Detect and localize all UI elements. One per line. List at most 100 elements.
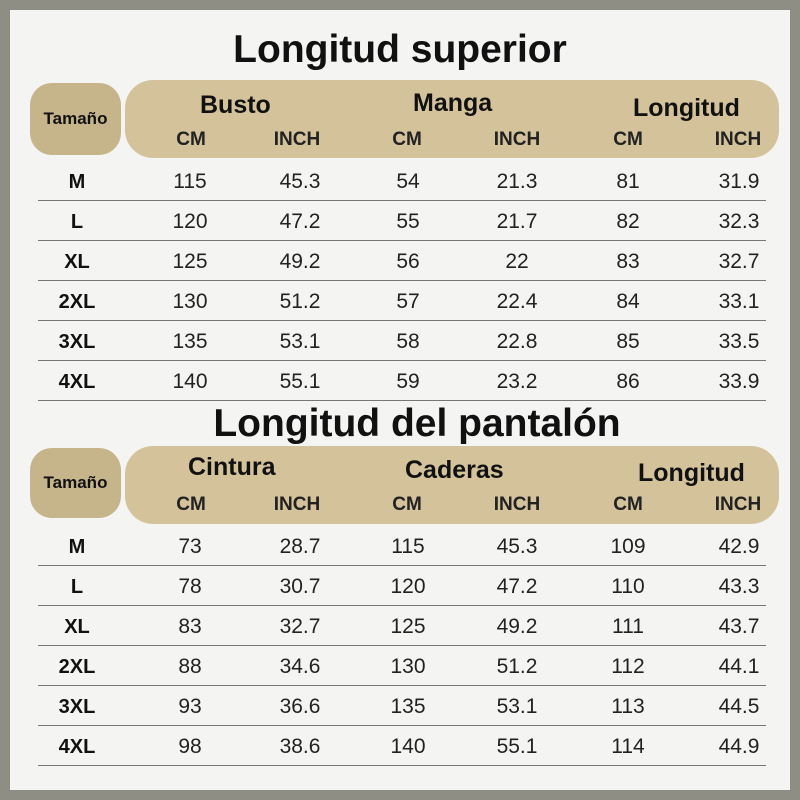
size-cell: M bbox=[68, 536, 86, 558]
value-cell: 44.1 bbox=[718, 655, 760, 678]
size-cell: 3XL bbox=[58, 331, 96, 353]
row-divider bbox=[38, 200, 766, 201]
value-cell: 109 bbox=[610, 535, 646, 558]
value-cell: 22 bbox=[505, 250, 529, 273]
value-cell: 110 bbox=[611, 575, 645, 598]
unit-header: CM bbox=[392, 494, 422, 515]
row-divider bbox=[38, 645, 766, 646]
size-cell: M bbox=[68, 171, 86, 193]
value-cell: 113 bbox=[611, 695, 645, 718]
value-cell: 88 bbox=[178, 655, 202, 678]
size-cell: 2XL bbox=[58, 656, 96, 678]
row-divider bbox=[38, 360, 766, 361]
size-cell: L bbox=[70, 576, 84, 598]
value-cell: 53.1 bbox=[279, 330, 321, 353]
value-cell: 54 bbox=[396, 170, 420, 193]
unit-header: CM bbox=[392, 129, 422, 150]
value-cell: 32.7 bbox=[718, 250, 760, 273]
value-cell: 98 bbox=[178, 735, 202, 758]
group-header-waist: Cintura bbox=[188, 453, 276, 481]
unit-header: CM bbox=[176, 129, 206, 150]
value-cell: 83 bbox=[178, 615, 202, 638]
value-cell: 53.1 bbox=[496, 695, 538, 718]
value-cell: 114 bbox=[611, 735, 645, 758]
size-header: Tamaño bbox=[30, 448, 121, 518]
value-cell: 120 bbox=[172, 210, 208, 233]
value-cell: 82 bbox=[616, 210, 640, 233]
value-cell: 51.2 bbox=[279, 290, 321, 313]
measurement-header bbox=[125, 80, 779, 158]
unit-header: INCH bbox=[493, 129, 541, 150]
value-cell: 135 bbox=[390, 695, 426, 718]
value-cell: 86 bbox=[616, 370, 640, 393]
table-row: M 115 45.3 54 21.3 81 31.9 bbox=[0, 163, 800, 201]
row-divider bbox=[38, 565, 766, 566]
value-cell: 58 bbox=[396, 330, 420, 353]
value-cell: 130 bbox=[172, 290, 208, 313]
size-cell: 3XL bbox=[58, 696, 96, 718]
value-cell: 111 bbox=[612, 615, 644, 638]
size-cell: 4XL bbox=[58, 736, 96, 758]
unit-header: CM bbox=[613, 129, 643, 150]
unit-header: INCH bbox=[714, 129, 762, 150]
unit-header: INCH bbox=[273, 129, 321, 150]
value-cell: 120 bbox=[390, 575, 426, 598]
row-divider bbox=[38, 765, 766, 766]
group-header-length: Longitud bbox=[633, 94, 740, 122]
value-cell: 23.2 bbox=[496, 370, 538, 393]
unit-header: INCH bbox=[493, 494, 541, 515]
value-cell: 55.1 bbox=[496, 735, 538, 758]
group-header-length: Longitud bbox=[638, 459, 745, 487]
table-row: 2XL 88 34.6 130 51.2 112 44.1 bbox=[0, 648, 800, 686]
value-cell: 43.3 bbox=[718, 575, 760, 598]
value-cell: 78 bbox=[178, 575, 202, 598]
value-cell: 55 bbox=[396, 210, 420, 233]
value-cell: 73 bbox=[178, 535, 202, 558]
unit-header: INCH bbox=[273, 494, 321, 515]
value-cell: 30.7 bbox=[279, 575, 321, 598]
table-title-bottom: Longitud del pantalón bbox=[213, 402, 621, 445]
size-cell: L bbox=[70, 211, 84, 233]
table-row: 3XL 135 53.1 58 22.8 85 33.5 bbox=[0, 323, 800, 361]
value-cell: 45.3 bbox=[279, 170, 321, 193]
row-divider bbox=[38, 400, 766, 401]
group-header-bust: Busto bbox=[200, 91, 271, 119]
value-cell: 85 bbox=[616, 330, 640, 353]
value-cell: 81 bbox=[616, 170, 640, 193]
table-row: XL 125 49.2 56 22 83 32.7 bbox=[0, 243, 800, 281]
value-cell: 112 bbox=[611, 655, 645, 678]
value-cell: 115 bbox=[391, 535, 425, 558]
value-cell: 22.8 bbox=[496, 330, 538, 353]
value-cell: 83 bbox=[616, 250, 640, 273]
row-divider bbox=[38, 605, 766, 606]
value-cell: 34.6 bbox=[279, 655, 321, 678]
value-cell: 115 bbox=[173, 170, 207, 193]
value-cell: 33.1 bbox=[718, 290, 760, 313]
value-cell: 32.3 bbox=[718, 210, 760, 233]
table-row: XL 83 32.7 125 49.2 111 43.7 bbox=[0, 608, 800, 646]
size-header: Tamaño bbox=[30, 83, 121, 155]
table-row: 4XL 98 38.6 140 55.1 114 44.9 bbox=[0, 728, 800, 766]
value-cell: 140 bbox=[172, 370, 208, 393]
row-divider bbox=[38, 280, 766, 281]
value-cell: 55.1 bbox=[279, 370, 321, 393]
value-cell: 57 bbox=[396, 290, 420, 313]
row-divider bbox=[38, 240, 766, 241]
value-cell: 51.2 bbox=[496, 655, 538, 678]
value-cell: 130 bbox=[390, 655, 426, 678]
value-cell: 56 bbox=[396, 250, 420, 273]
value-cell: 59 bbox=[396, 370, 420, 393]
value-cell: 49.2 bbox=[279, 250, 321, 273]
table-row: M 73 28.7 115 45.3 109 42.9 bbox=[0, 528, 800, 566]
unit-header: INCH bbox=[714, 494, 762, 515]
value-cell: 125 bbox=[172, 250, 208, 273]
value-cell: 33.9 bbox=[718, 370, 760, 393]
measurement-header bbox=[125, 446, 779, 524]
value-cell: 28.7 bbox=[279, 535, 321, 558]
value-cell: 36.6 bbox=[279, 695, 321, 718]
value-cell: 125 bbox=[390, 615, 426, 638]
group-header-hips: Caderas bbox=[405, 456, 504, 484]
row-divider bbox=[38, 685, 766, 686]
size-cell: XL bbox=[64, 251, 90, 273]
size-cell: 4XL bbox=[58, 371, 96, 393]
